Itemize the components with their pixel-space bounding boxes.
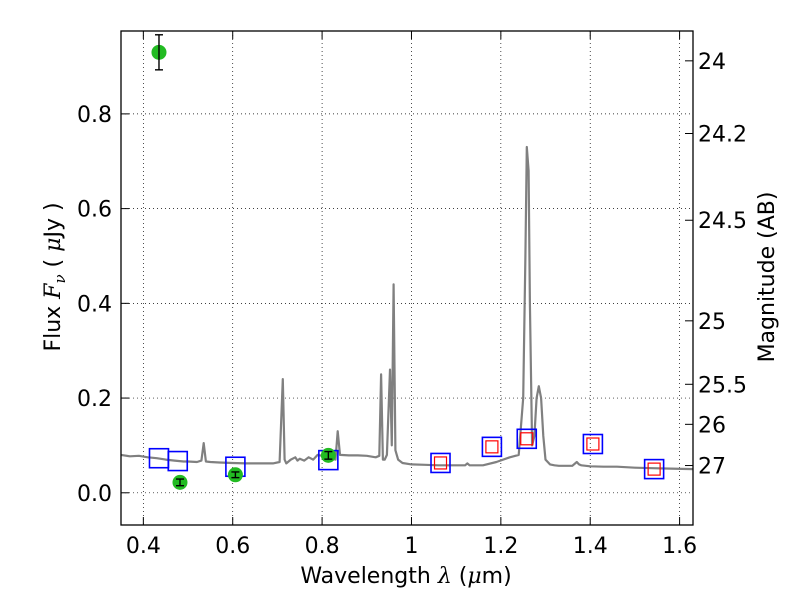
blue-square-point (167, 450, 189, 472)
tick-labels: 0.4 0.6 0.8 1 1.2 1.4 1.6 0.0 0.2 0.4 0.6 0.8 24 24.2… (77, 50, 747, 559)
y2-axis-title: Magnitude (AB) (755, 192, 780, 363)
model-spectrum (120, 145, 694, 471)
plot-frame (120, 30, 694, 526)
tick-marks (121, 31, 693, 525)
blue-square-point (430, 452, 451, 474)
x-tick-label: 1 (404, 534, 418, 559)
red-square-point (520, 432, 534, 446)
y2-tick-label: 27 (698, 455, 726, 480)
y-tick-label: 0.2 (77, 387, 112, 412)
red-square-point (586, 437, 600, 451)
x-tick-label: 1.4 (573, 534, 608, 559)
model-spectrum-line (120, 145, 694, 471)
y2-tick-label: 25 (698, 310, 726, 335)
y-tick-label: 0.8 (77, 103, 112, 128)
red-square-point (485, 440, 499, 454)
red-square-point (433, 456, 448, 470)
x-axis-title: Wavelength λ (μm) (300, 564, 511, 589)
y2-tick-label: 25.5 (698, 373, 747, 398)
y2-tick-label: 26 (698, 413, 726, 438)
y2-tick-label: 24 (698, 50, 726, 75)
y2-tick-label: 24.2 (698, 123, 747, 148)
blue-square-point (516, 428, 538, 450)
y2-tick-label: 24.5 (698, 209, 747, 234)
grid (121, 31, 693, 525)
x-tick-label: 0.4 (126, 534, 161, 559)
blue-square-point (582, 433, 604, 455)
y-tick-label: 0.0 (77, 482, 112, 507)
red-square-point (647, 462, 661, 476)
x-tick-label: 1.6 (662, 534, 697, 559)
x-tick-label: 1.2 (483, 534, 518, 559)
photometry-markers (148, 34, 665, 490)
y-axis-title: Flux Fν ( μJy ) (41, 202, 69, 351)
y-tick-label: 0.4 (77, 292, 112, 317)
x-tick-label: 0.6 (215, 534, 250, 559)
y-tick-label: 0.6 (77, 198, 112, 223)
blue-square-point (481, 436, 503, 458)
blue-square-point (643, 458, 665, 480)
x-tick-label: 0.8 (305, 534, 340, 559)
